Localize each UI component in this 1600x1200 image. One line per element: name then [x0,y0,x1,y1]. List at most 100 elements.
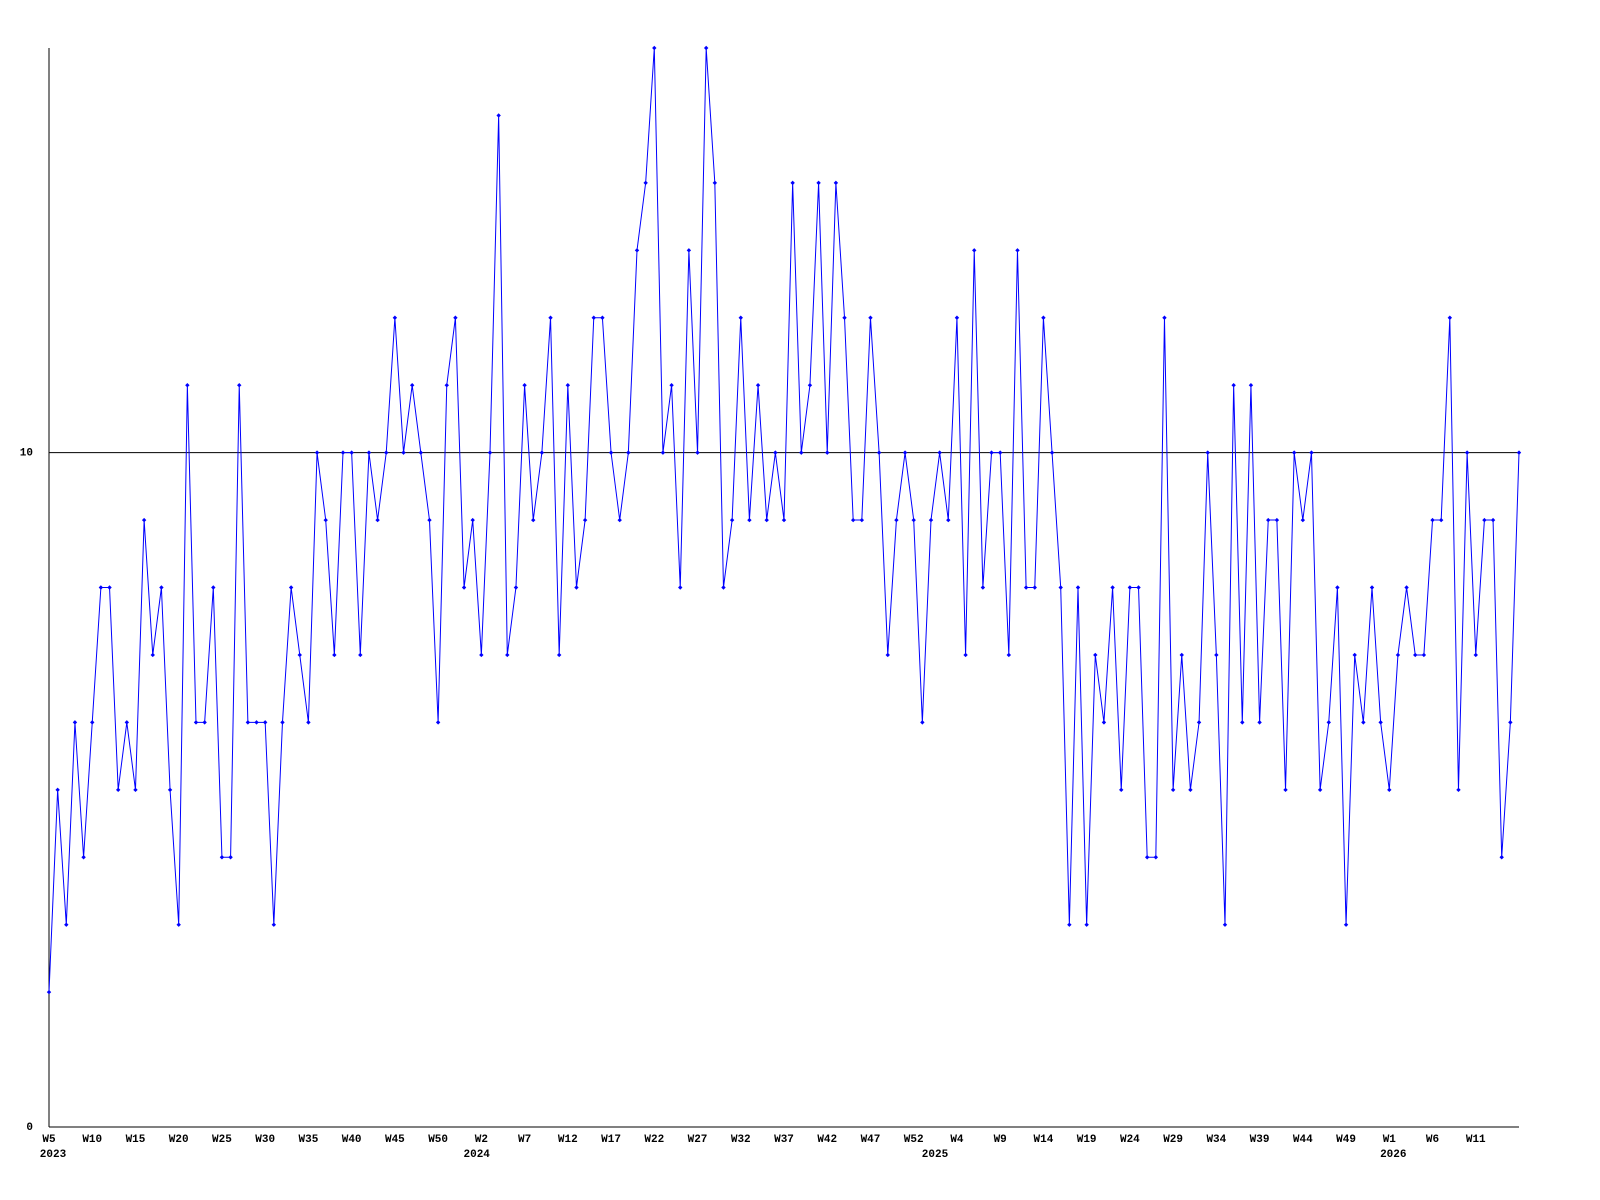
point [790,180,795,186]
point [591,315,596,320]
point [444,382,449,388]
x-tick-label: W24 [1120,1134,1140,1146]
point [989,450,994,455]
point [850,517,856,523]
point [1084,922,1089,927]
point [1179,652,1184,658]
point [1170,787,1176,793]
x-tick-label: W29 [1163,1134,1183,1146]
point [626,450,631,455]
point [1032,585,1037,590]
point [505,652,510,658]
point [617,517,622,523]
point [90,720,95,725]
point [643,180,648,186]
point [418,450,424,455]
x-tick-label: W10 [82,1134,102,1146]
point [1352,652,1357,658]
point [678,585,683,590]
point [721,585,726,590]
y-tick-label: 0 [26,1122,33,1134]
point [660,450,666,455]
point [1162,315,1167,320]
point [920,720,925,725]
point [254,720,259,725]
x-tick-label: W45 [385,1134,405,1146]
point [781,517,787,523]
point [1317,787,1323,793]
point [133,787,138,793]
point [1136,585,1141,590]
x-year-label: 2026 [1380,1149,1406,1161]
x-tick-label: W39 [1250,1134,1270,1146]
point [764,517,769,523]
point [816,180,821,186]
point [885,652,890,658]
point [297,652,302,658]
point [340,450,346,455]
point [1101,720,1107,725]
point [427,517,432,523]
point [1222,922,1228,927]
x-tick-label: W32 [731,1134,751,1146]
point [1508,720,1513,725]
point [1274,517,1280,523]
x-year-label: 2024 [464,1149,491,1161]
x-tick-label: W17 [601,1134,621,1146]
point [1023,585,1029,590]
point [366,450,372,455]
point [1404,585,1409,590]
point [159,585,164,590]
point [1395,652,1401,658]
x-tick-label: W35 [299,1134,319,1146]
point [358,652,363,658]
point [1413,652,1418,658]
point [349,450,354,455]
point [453,315,458,320]
point [141,517,147,523]
point [98,585,104,590]
point [1188,787,1193,793]
point [1464,450,1470,455]
point [81,855,86,860]
point [747,517,752,523]
point [1482,517,1487,523]
point [1499,855,1504,860]
point [375,517,380,523]
point [531,517,536,523]
point [245,720,251,725]
point [124,720,130,725]
point [1456,787,1461,793]
point [262,720,268,725]
point [799,450,804,455]
point [1119,787,1124,793]
point [107,585,112,590]
point [1240,720,1245,725]
point [1144,855,1150,860]
point [55,787,60,793]
point [1075,585,1081,590]
point [1266,517,1271,523]
x-tick-label: W49 [1336,1134,1356,1146]
point [963,652,968,658]
point [1041,315,1046,320]
x-tick-label: W14 [1034,1134,1054,1146]
x-tick-label: W4 [950,1134,964,1146]
point [513,585,519,590]
point [825,450,830,455]
point [1516,450,1522,455]
point [928,517,934,523]
point [738,315,743,320]
x-tick-label: W2 [475,1134,488,1146]
point [539,450,545,455]
point [522,382,527,388]
point [384,450,389,455]
x-tick-label: W6 [1426,1134,1439,1146]
point [115,787,121,793]
point [1387,787,1392,793]
point [911,517,916,523]
point [409,382,415,388]
point [1326,720,1331,725]
